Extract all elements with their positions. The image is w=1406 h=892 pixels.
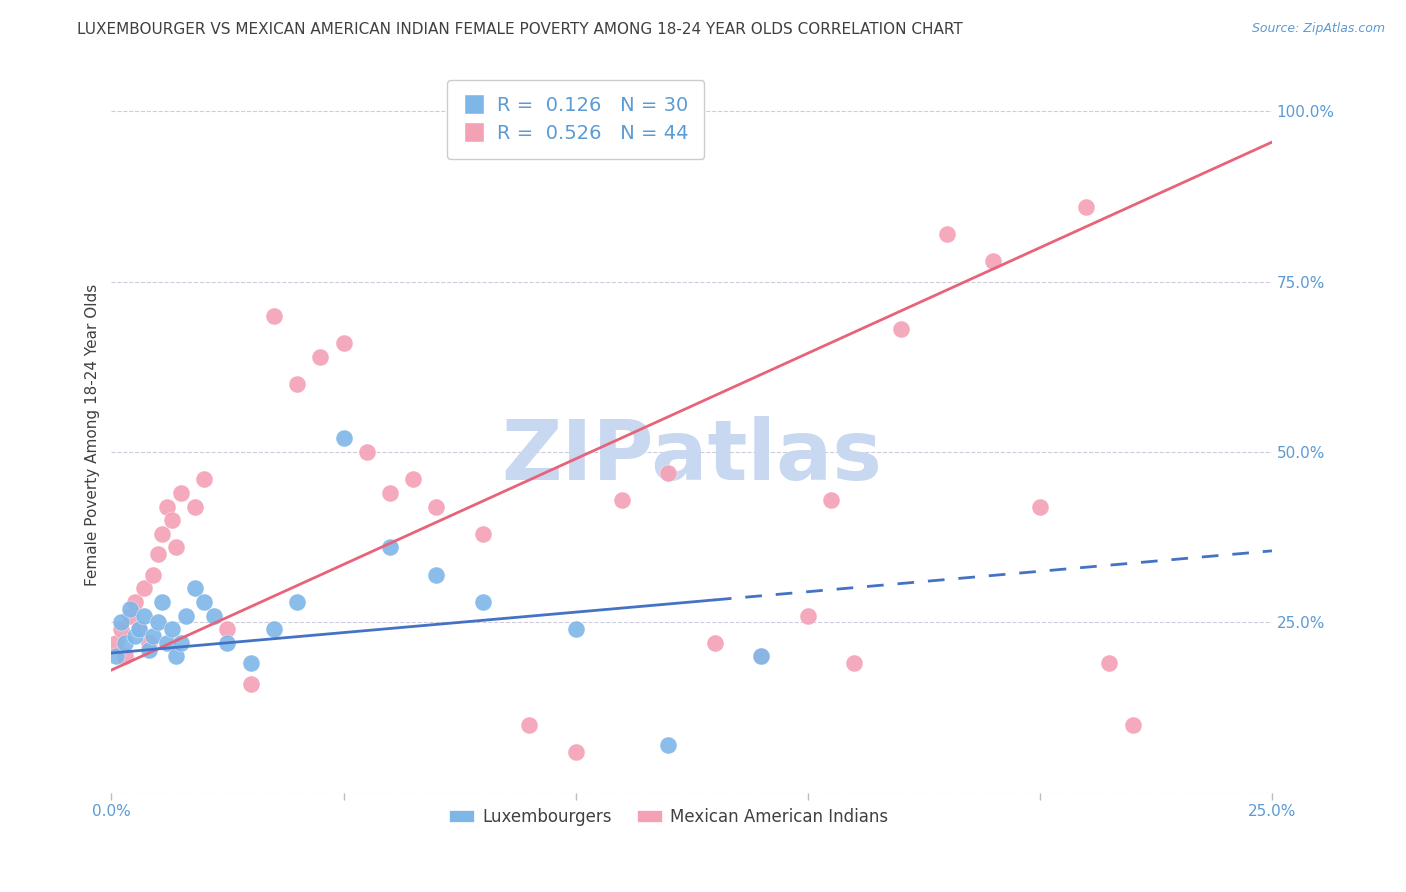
Point — [124, 595, 146, 609]
Point — [285, 595, 308, 609]
Point — [425, 500, 447, 514]
Point — [110, 615, 132, 630]
Point — [796, 608, 818, 623]
Point — [105, 636, 128, 650]
Point — [564, 745, 586, 759]
Text: Source: ZipAtlas.com: Source: ZipAtlas.com — [1251, 22, 1385, 36]
Point — [193, 472, 215, 486]
Point — [657, 466, 679, 480]
Point — [1076, 200, 1098, 214]
Point — [378, 486, 401, 500]
Point — [138, 636, 160, 650]
Point — [471, 595, 494, 609]
Point — [263, 622, 285, 636]
Point — [309, 350, 332, 364]
Point — [239, 657, 262, 671]
Point — [193, 595, 215, 609]
Point — [657, 738, 679, 752]
Point — [146, 547, 169, 561]
Point — [132, 582, 155, 596]
Point — [356, 445, 378, 459]
Point — [110, 622, 132, 636]
Point — [156, 500, 179, 514]
Point — [128, 622, 150, 636]
Point — [564, 622, 586, 636]
Point — [332, 336, 354, 351]
Point — [217, 622, 239, 636]
Point — [1029, 500, 1052, 514]
Point — [471, 526, 494, 541]
Point — [202, 608, 225, 623]
Point — [749, 649, 772, 664]
Point — [285, 376, 308, 391]
Point — [132, 608, 155, 623]
Text: LUXEMBOURGER VS MEXICAN AMERICAN INDIAN FEMALE POVERTY AMONG 18-24 YEAR OLDS COR: LUXEMBOURGER VS MEXICAN AMERICAN INDIAN … — [77, 22, 963, 37]
Point — [128, 622, 150, 636]
Point — [184, 500, 207, 514]
Y-axis label: Female Poverty Among 18-24 Year Olds: Female Poverty Among 18-24 Year Olds — [86, 284, 100, 586]
Point — [983, 254, 1005, 268]
Point — [517, 717, 540, 731]
Point — [842, 657, 865, 671]
Point — [263, 309, 285, 323]
Point — [165, 649, 187, 664]
Point — [114, 649, 136, 664]
Point — [1098, 657, 1121, 671]
Point — [114, 636, 136, 650]
Point — [152, 526, 174, 541]
Text: ZIPatlas: ZIPatlas — [501, 416, 882, 497]
Point — [184, 582, 207, 596]
Point — [160, 513, 183, 527]
Point — [142, 629, 165, 643]
Point — [165, 541, 187, 555]
Point — [105, 649, 128, 664]
Point — [142, 567, 165, 582]
Point — [820, 492, 842, 507]
Point — [217, 636, 239, 650]
Point — [749, 649, 772, 664]
Point — [138, 642, 160, 657]
Point — [170, 636, 193, 650]
Legend: Luxembourgers, Mexican American Indians: Luxembourgers, Mexican American Indians — [440, 800, 897, 834]
Point — [124, 629, 146, 643]
Point — [889, 322, 911, 336]
Point — [174, 608, 197, 623]
Point — [378, 541, 401, 555]
Point — [610, 492, 633, 507]
Point — [146, 615, 169, 630]
Point — [239, 676, 262, 690]
Point — [170, 486, 193, 500]
Point — [1122, 717, 1144, 731]
Point — [156, 636, 179, 650]
Point — [703, 636, 725, 650]
Point — [152, 595, 174, 609]
Point — [118, 601, 141, 615]
Point — [425, 567, 447, 582]
Point — [402, 472, 425, 486]
Point — [160, 622, 183, 636]
Point — [332, 432, 354, 446]
Point — [118, 608, 141, 623]
Point — [936, 227, 959, 241]
